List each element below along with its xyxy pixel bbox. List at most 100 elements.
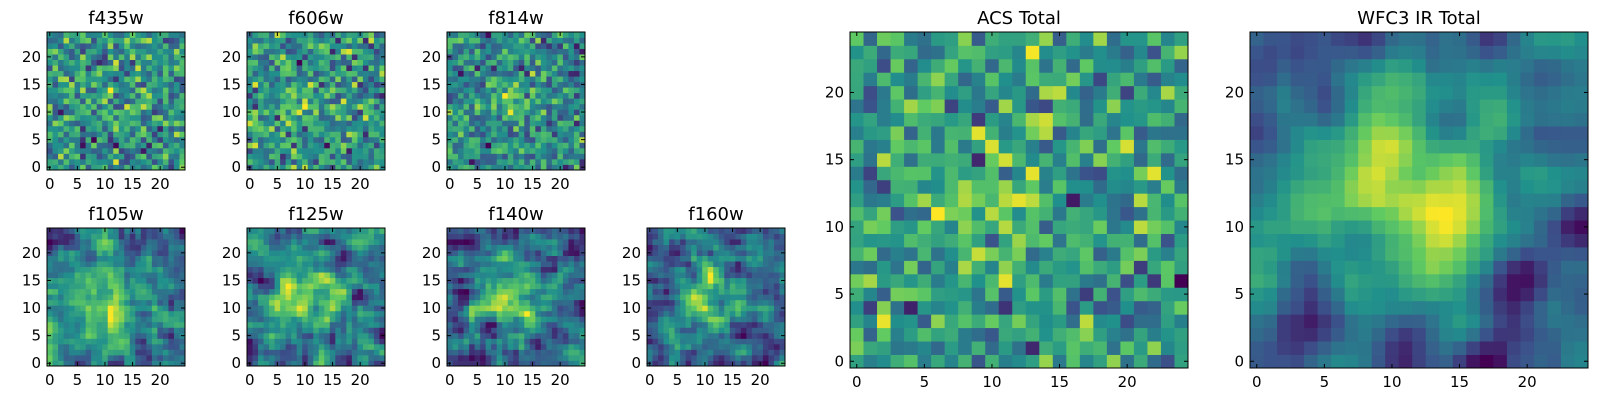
heatmap-cell [513, 338, 520, 345]
heatmap-cell [474, 109, 481, 116]
heatmap-cell [135, 332, 142, 339]
heatmap-cell [135, 76, 142, 83]
heatmap-cell [740, 239, 747, 245]
heatmap-cell [173, 272, 180, 279]
heatmap-cell [702, 343, 709, 350]
heatmap-cell [118, 310, 125, 317]
heatmap-cell [324, 233, 331, 240]
heatmap-cell [573, 65, 580, 72]
heatmap-cell [746, 349, 753, 356]
heatmap-cell [669, 228, 675, 234]
heatmap-cell [529, 37, 536, 44]
heatmap-cell [373, 299, 380, 306]
heatmap-cell [746, 332, 753, 339]
heatmap-cell [351, 76, 358, 83]
heatmap-cell [285, 76, 292, 83]
heatmap-cell [69, 305, 75, 312]
heatmap-cell [1025, 341, 1040, 355]
heatmap-cell [335, 48, 342, 55]
heatmap-cell [568, 131, 575, 138]
heatmap-cell [269, 288, 275, 295]
heatmap-cell [674, 250, 681, 256]
heatmap-cell [280, 283, 287, 290]
heatmap-cell [463, 37, 470, 44]
heatmap-cell [135, 37, 142, 44]
heatmap-cell [551, 277, 558, 284]
heatmap-cell [463, 109, 470, 116]
heatmap-cell [551, 321, 558, 328]
heatmap-cell [373, 228, 380, 234]
heatmap-cell [313, 98, 320, 105]
heatmap-cell [757, 299, 764, 306]
heatmap-cell [263, 32, 270, 38]
heatmap-cell [1147, 220, 1162, 234]
heatmap-cell [179, 327, 186, 334]
heatmap-cell [518, 109, 525, 116]
heatmap-cell [85, 98, 92, 105]
heatmap-cell [80, 32, 87, 38]
y-tick-label: 20 [22, 244, 41, 262]
heatmap-cell [96, 109, 103, 116]
heatmap-cell [568, 266, 575, 273]
heatmap-cell [557, 250, 564, 256]
heatmap-cell [247, 131, 253, 138]
heatmap-cell [557, 48, 564, 55]
heatmap-cell [540, 310, 547, 317]
heatmap-cell [47, 294, 53, 301]
heatmap-cell [513, 120, 520, 127]
heatmap-cell [480, 103, 487, 110]
heatmap-cell [258, 114, 264, 121]
heatmap-cell [379, 321, 386, 328]
heatmap-cell [263, 349, 270, 356]
heatmap-cell [518, 310, 525, 317]
heatmap-cell [168, 338, 175, 345]
heatmap-cell [652, 299, 659, 306]
heatmap-cell [680, 272, 687, 279]
heatmap-cell [351, 310, 358, 317]
heatmap-cell [474, 272, 481, 279]
heatmap-cell [513, 114, 520, 121]
heatmap-cell [102, 283, 109, 290]
heatmap-cell [529, 142, 536, 149]
heatmap-cell [173, 244, 180, 251]
heatmap-cell [85, 54, 92, 60]
heatmap-cell [285, 244, 292, 251]
heatmap-cell [513, 261, 520, 268]
heatmap-cell [751, 277, 758, 284]
heatmap-cell [129, 153, 136, 160]
heatmap-cell [146, 59, 153, 66]
heatmap-cell [773, 343, 780, 350]
heatmap-cell [269, 321, 275, 328]
heatmap-cell [129, 343, 136, 350]
heatmap-cell [69, 288, 75, 295]
heatmap-cell [669, 327, 675, 334]
heatmap-cell [568, 316, 575, 323]
heatmap-cell [80, 244, 87, 251]
heatmap-cell [63, 131, 70, 138]
heatmap-cell [140, 103, 147, 110]
heatmap-cell [773, 277, 780, 284]
heatmap-cell [485, 147, 492, 154]
heatmap-cell [757, 310, 764, 317]
heatmap-cell [179, 65, 186, 72]
heatmap-cell [307, 114, 314, 121]
heatmap-cell [113, 244, 120, 251]
heatmap-cell [724, 349, 731, 356]
heatmap-cell [274, 343, 281, 350]
heatmap-cell [535, 343, 542, 350]
heatmap-cell [168, 147, 175, 154]
heatmap-cell [85, 87, 92, 94]
heatmap-cell [69, 354, 75, 361]
heatmap-cell [568, 277, 575, 284]
heatmap-cell [568, 255, 575, 262]
heatmap-cell [1106, 287, 1121, 302]
heatmap-cell [1147, 341, 1162, 355]
heatmap-cell [452, 158, 459, 165]
heatmap-cell [140, 59, 147, 66]
heatmap-cell [146, 103, 153, 110]
heatmap-cell [107, 70, 114, 77]
heatmap-cell [551, 125, 558, 132]
heatmap-cell [179, 142, 186, 149]
heatmap-cell [768, 272, 775, 279]
